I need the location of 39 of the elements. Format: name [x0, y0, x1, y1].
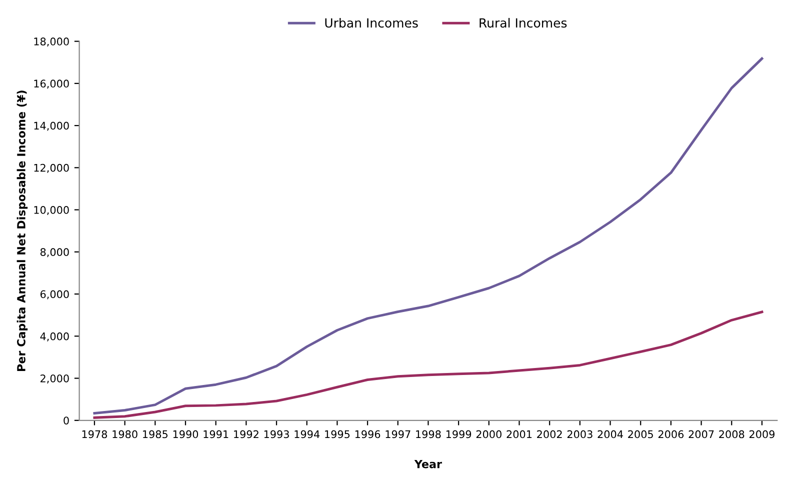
legend-label: Urban Incomes: [325, 18, 418, 28]
x-tick-label: 2003: [567, 430, 592, 438]
x-tick-label: 1991: [204, 430, 228, 438]
y-tick-label: 14,000: [34, 122, 69, 131]
x-tick-label: 1994: [294, 430, 320, 438]
x-tick-label: 1985: [143, 430, 168, 438]
x-tick-label: 1998: [416, 430, 441, 438]
line-series: [93, 310, 764, 419]
y-tick-label: 12,000: [34, 164, 69, 173]
x-tick-label: 2009: [749, 430, 774, 438]
x-tick-label: 1995: [325, 430, 350, 438]
x-tick-label: 2004: [598, 430, 623, 438]
x-tick-label: 1993: [264, 430, 289, 438]
x-tick-label: 2005: [628, 430, 653, 438]
y-tick-label: 8,000: [40, 248, 69, 258]
x-axis-title: Year: [414, 460, 442, 468]
y-axis-title: Per Capita Annual Net Disposable Income (¥): [16, 90, 28, 371]
x-tick-label: 2008: [719, 430, 744, 438]
y-tick-label: 0: [64, 416, 69, 424]
x-tick-label: 1978: [82, 430, 108, 438]
x-tick-label: 2000: [476, 430, 502, 438]
x-tick-label: 2001: [506, 430, 532, 438]
x-tick-label: 1997: [386, 430, 410, 438]
y-tick-label: 18,000: [34, 38, 69, 46]
x-tick-label: 1999: [446, 430, 472, 438]
y-tick-label: 10,000: [34, 206, 69, 215]
x-tick-label: 2002: [537, 430, 562, 438]
x-tick-label: 1996: [355, 430, 380, 438]
x-tick-label: 2007: [688, 430, 714, 438]
y-tick-label: 2,000: [40, 374, 69, 384]
x-tick-label: 2006: [658, 430, 684, 438]
x-tick-label: 1980: [112, 430, 138, 438]
y-tick-label: 16,000: [34, 80, 69, 89]
y-tick-label: 6,000: [40, 290, 69, 300]
legend-label: Rural Incomes: [480, 18, 567, 28]
x-tick-label: 1990: [173, 430, 198, 438]
x-tick-label: 1992: [234, 430, 258, 438]
y-tick-label: 4,000: [40, 332, 69, 342]
line-series: [93, 57, 764, 414]
